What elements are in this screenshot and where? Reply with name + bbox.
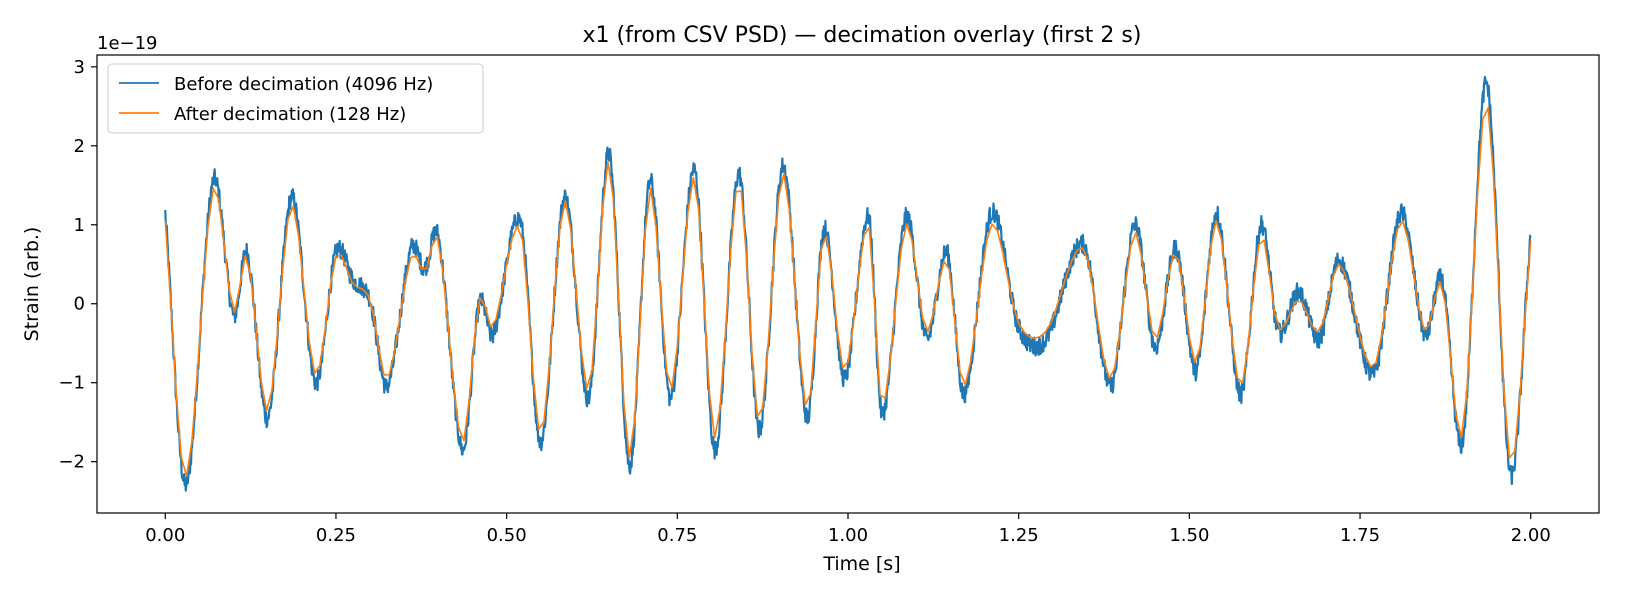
y-tick-label: 3 <box>74 57 85 78</box>
x-tick-label: 1.25 <box>999 525 1039 546</box>
x-tick-label: 1.50 <box>1169 525 1209 546</box>
x-tick-label: 0.25 <box>316 525 356 546</box>
series-line-after <box>164 107 1532 477</box>
y-tick-label: 0 <box>74 294 85 315</box>
x-tick-label: 1.00 <box>828 525 868 546</box>
x-tick-label: 2.00 <box>1511 525 1551 546</box>
y-tick-label: 2 <box>74 136 85 157</box>
x-tick-label: 0.75 <box>657 525 697 546</box>
y-axis-label: Strain (arb.) <box>21 227 43 342</box>
legend-frame <box>107 63 484 134</box>
y-tick-label: −2 <box>58 452 85 473</box>
legend-label-before: Before decimation (4096 Hz) <box>174 74 433 95</box>
y-tick-label: 1 <box>74 215 85 236</box>
series-group <box>164 75 1532 492</box>
x-tick-label: 1.75 <box>1340 525 1380 546</box>
x-axis: 0.00 0.25 0.50 0.75 1.00 1.25 1.50 1.75 2.00 <box>145 513 1551 546</box>
x-axis-label: Time [s] <box>822 553 900 575</box>
y-axis: −2 −1 0 1 2 3 <box>58 57 97 473</box>
legend: Before decimation (4096 Hz) After decima… <box>107 63 484 134</box>
x-tick-label: 0.00 <box>145 525 185 546</box>
legend-label-after: After decimation (128 Hz) <box>174 104 406 125</box>
y-offset-label: 1e−19 <box>97 33 158 54</box>
x-tick-label: 0.50 <box>487 525 527 546</box>
chart-title: x1 (from CSV PSD) — decimation overlay (… <box>583 23 1142 48</box>
y-tick-label: −1 <box>58 373 85 394</box>
